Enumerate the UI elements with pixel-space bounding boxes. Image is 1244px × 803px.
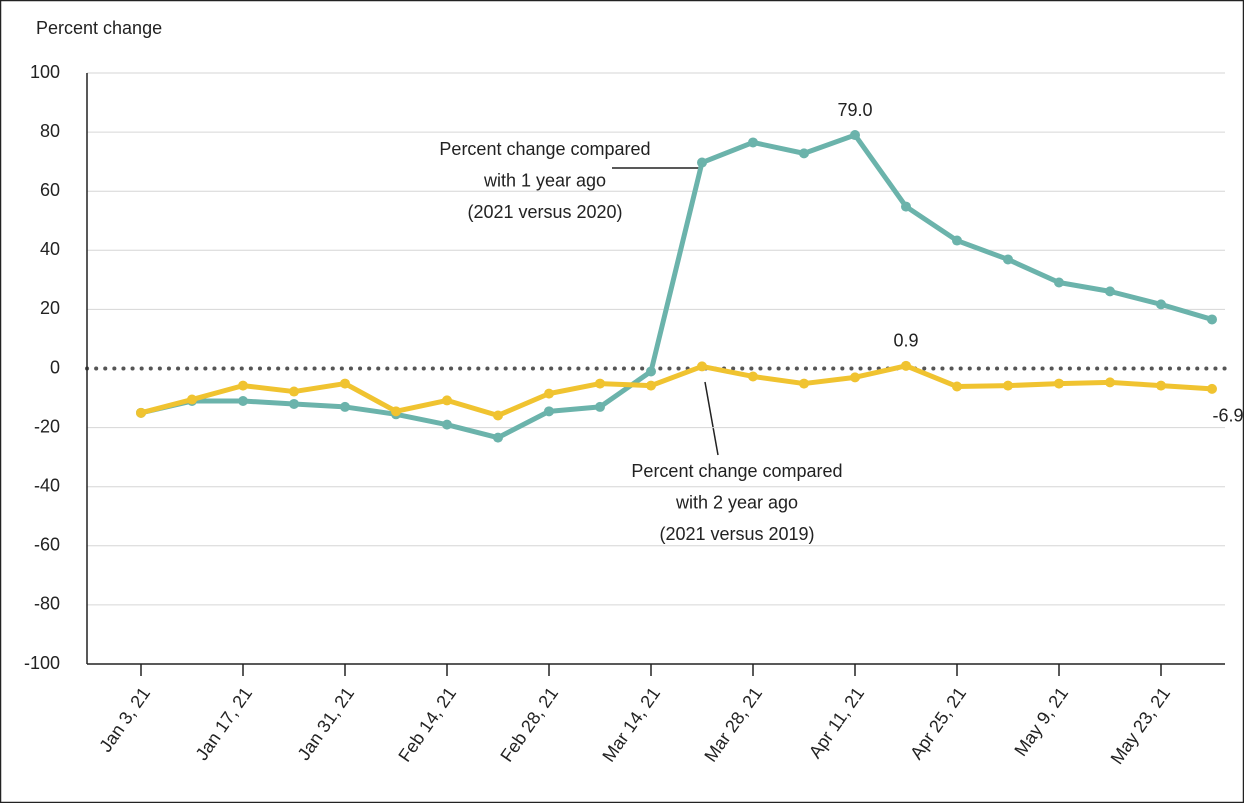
data-point xyxy=(544,406,554,417)
data-point xyxy=(748,137,758,148)
data-point xyxy=(1156,299,1166,310)
data-point xyxy=(697,361,707,372)
data-point xyxy=(289,398,299,409)
y-tick-label: -100 xyxy=(24,653,60,673)
series-line xyxy=(140,363,1213,418)
data-point xyxy=(595,378,605,389)
data-point xyxy=(391,406,401,417)
x-tick-label: May 9, 21 xyxy=(1010,684,1072,760)
y-tick-label: 100 xyxy=(30,62,60,82)
data-point xyxy=(493,432,503,443)
y-axis-label: Percent change xyxy=(36,18,162,38)
data-point xyxy=(340,378,350,389)
y-tick-label: 80 xyxy=(40,121,60,141)
data-point xyxy=(238,380,248,391)
data-point xyxy=(136,407,146,418)
x-tick-label: Jan 31, 21 xyxy=(294,684,359,764)
annotation-leader xyxy=(704,381,719,456)
data-point xyxy=(1003,254,1013,265)
data-point xyxy=(544,388,554,399)
data-point xyxy=(187,394,197,405)
y-tick-label: -20 xyxy=(34,416,60,436)
data-point xyxy=(1207,383,1217,394)
data-point xyxy=(1054,277,1064,288)
y-tick-label: 40 xyxy=(40,239,60,259)
x-tick-label: Feb 28, 21 xyxy=(496,684,562,766)
data-point xyxy=(340,401,350,412)
series-annotation: Percent change compared with 1 year ago (2… xyxy=(439,139,650,222)
data-point xyxy=(799,378,809,389)
value-label: 79.0 xyxy=(837,100,872,120)
data-point xyxy=(1105,377,1115,388)
y-tick-label: -40 xyxy=(34,475,60,495)
series-line xyxy=(140,132,1213,441)
data-point xyxy=(595,401,605,412)
data-point xyxy=(238,396,248,407)
y-tick-label: 60 xyxy=(40,180,60,200)
value-label: -6.9 xyxy=(1212,406,1243,426)
x-tick-label: Jan 17, 21 xyxy=(192,684,257,764)
data-point xyxy=(748,371,758,382)
data-point xyxy=(1003,380,1013,391)
x-tick-label: Feb 14, 21 xyxy=(394,684,460,766)
data-point xyxy=(493,410,503,421)
data-point xyxy=(952,381,962,392)
data-point xyxy=(442,419,452,430)
x-tick-label: Apr 11, 21 xyxy=(805,684,868,762)
y-tick-label: 0 xyxy=(50,357,60,377)
data-point xyxy=(901,360,911,371)
data-point xyxy=(901,201,911,212)
data-point xyxy=(850,372,860,383)
data-point xyxy=(1105,286,1115,297)
y-tick-label: -80 xyxy=(34,594,60,614)
x-tick-label: Apr 25, 21 xyxy=(906,684,970,764)
x-tick-label: May 23, 21 xyxy=(1107,684,1174,768)
data-point xyxy=(442,395,452,406)
data-point xyxy=(697,157,707,168)
x-tick-label: Mar 28, 21 xyxy=(700,684,766,766)
y-tick-label: 20 xyxy=(40,298,60,318)
data-point xyxy=(289,386,299,397)
data-point xyxy=(952,235,962,246)
x-tick-label: Jan 3, 21 xyxy=(95,684,154,756)
series-annotation: Percent change compared with 2 year ago (2… xyxy=(631,461,842,544)
data-point xyxy=(1207,314,1217,325)
data-point xyxy=(646,380,656,391)
data-point xyxy=(646,366,656,377)
data-point xyxy=(799,148,809,159)
data-point xyxy=(1054,378,1064,389)
data-point xyxy=(1156,380,1166,391)
y-tick-label: -60 xyxy=(34,535,60,555)
value-label: 0.9 xyxy=(893,331,918,351)
data-point xyxy=(850,130,860,141)
x-tick-label: Mar 14, 21 xyxy=(598,684,664,766)
